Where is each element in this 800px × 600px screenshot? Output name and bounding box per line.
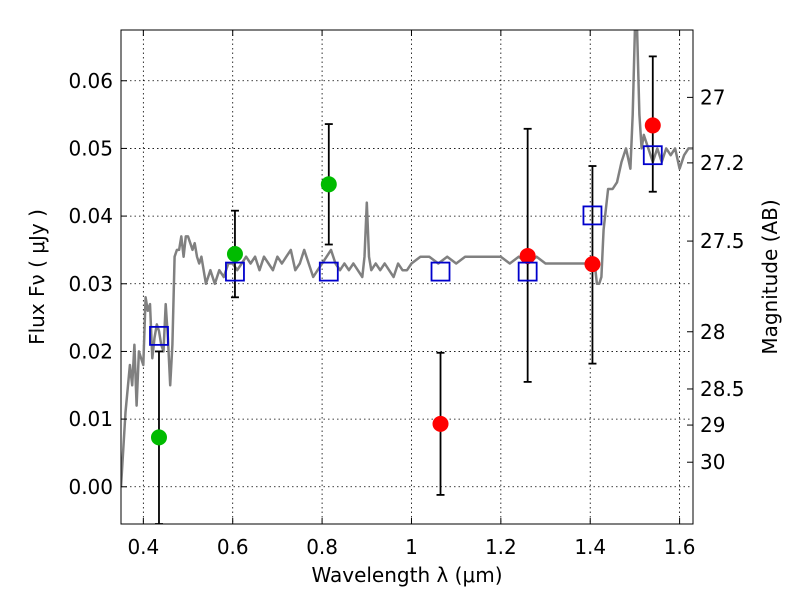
y-tick-label: 0.00 xyxy=(68,475,113,499)
x-tick-label: 1.4 xyxy=(574,535,606,559)
x-tick-label: 0.6 xyxy=(217,535,249,559)
x-tick-label: 1.6 xyxy=(664,535,696,559)
model-square xyxy=(642,145,663,166)
model-square xyxy=(430,261,451,282)
data-layer xyxy=(121,30,693,524)
green-point xyxy=(226,245,243,262)
right-axis-tick-label: 27.2 xyxy=(700,151,745,175)
y-tick-label: 0.01 xyxy=(68,407,113,431)
right-axis-tick-label: 27.5 xyxy=(700,229,745,253)
x-tick-label: 0.8 xyxy=(306,535,338,559)
y-axis-label: Flux Fν ( μJy ) xyxy=(25,209,49,345)
red-point xyxy=(432,415,449,432)
y-tick-label: 0.04 xyxy=(68,204,113,228)
red-point xyxy=(584,256,601,273)
y-tick-label: 0.05 xyxy=(68,136,113,160)
right-axis-tick-label: 29 xyxy=(700,413,725,437)
y-tick-label: 0.03 xyxy=(68,272,113,296)
right-axis-tick-label: 28.5 xyxy=(700,377,745,401)
template-spectrum-line xyxy=(121,30,693,487)
plot-background xyxy=(121,30,693,524)
right-axis-tick-label: 30 xyxy=(700,450,725,474)
green-point xyxy=(150,429,167,446)
red-point xyxy=(519,248,536,265)
y-tick-label: 0.06 xyxy=(68,69,113,93)
model-square xyxy=(149,325,169,346)
red-point xyxy=(644,117,661,134)
plot-frame xyxy=(120,29,694,525)
x-tick-label: 0.4 xyxy=(127,535,159,559)
model-square xyxy=(582,205,603,226)
x-tick-label: 1.2 xyxy=(485,535,517,559)
right-axis-label: Magnitude (AB) xyxy=(758,199,782,354)
model-square xyxy=(517,261,538,282)
y-tick-label: 0.02 xyxy=(68,339,113,363)
axes: 0.4 0.6 0.8 1 1.2 1.4 1.6 0.00 0.01 0.02 0.03 0.04 0… xyxy=(68,30,745,559)
model-square xyxy=(318,261,339,282)
right-axis-tick-label: 28 xyxy=(700,320,725,344)
right-axis-tick-label: 27 xyxy=(700,85,725,109)
x-tick-label: 1 xyxy=(405,535,418,559)
green-point xyxy=(320,176,337,193)
model-square xyxy=(225,261,245,282)
grid xyxy=(121,30,693,524)
x-axis-label: Wavelength λ (μm) xyxy=(311,563,502,587)
